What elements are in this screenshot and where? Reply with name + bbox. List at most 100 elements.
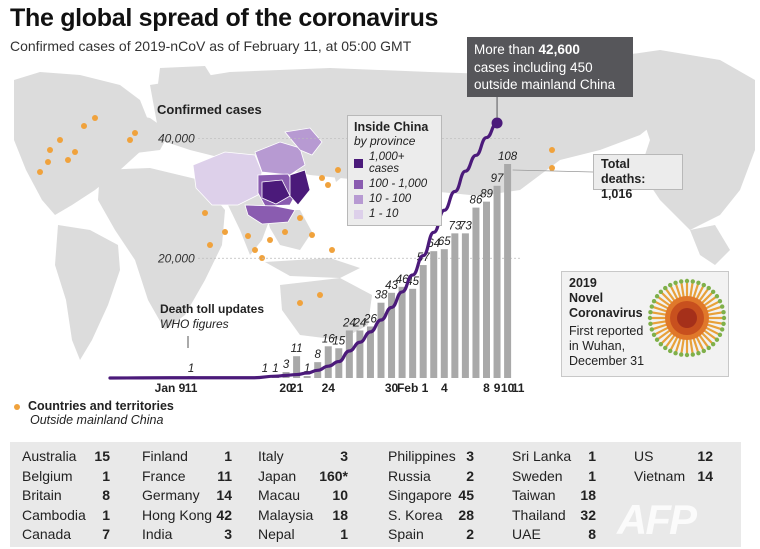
china-northeast: [284, 127, 323, 156]
country-name: Italy: [258, 448, 284, 464]
country-value: 160*: [319, 467, 348, 484]
virus-spike-tip: [651, 299, 657, 304]
death-bar: [356, 330, 364, 378]
virus-spike-tip: [658, 341, 664, 347]
country-name: Sri Lanka: [512, 448, 572, 464]
death-bar: [419, 265, 427, 378]
country-name: Taiwan: [512, 487, 556, 503]
death-bar: [483, 201, 490, 378]
dot-legend: Countries and territories Outside mainla…: [14, 399, 174, 427]
confirmed-cases-label: Confirmed cases: [157, 102, 262, 117]
virus-title-3: Coronavirus: [569, 306, 643, 320]
china-legend-label: 100 - 1,000: [369, 178, 428, 190]
china-province-map: [192, 127, 323, 225]
death-bar: [461, 233, 469, 378]
country-value: 3: [224, 526, 232, 542]
death-bar-label: 1: [188, 363, 194, 375]
australia: [280, 278, 372, 340]
death-bar: [324, 346, 332, 378]
virus-spike-tip: [719, 304, 725, 309]
death-bar-label: 86: [470, 195, 483, 207]
virus-spike-tip: [690, 352, 695, 357]
indonesia: [265, 258, 360, 278]
country-dot: [267, 237, 273, 243]
virus-spike-tip: [710, 289, 716, 295]
cases-line: [108, 121, 499, 380]
case-tick-label: 40,000: [158, 132, 195, 146]
x-tick-label: 8: [483, 381, 490, 395]
virus-spike-tip: [721, 315, 727, 321]
cases-curve: [108, 97, 594, 380]
virus-spike-tip: [679, 279, 684, 284]
country-value: 1: [588, 467, 596, 484]
death-bar-label: 43: [385, 280, 398, 292]
country-name: Germany: [142, 487, 200, 503]
virus-spike-tip: [648, 321, 653, 326]
country-dot: [47, 147, 53, 153]
country-name: Britain: [22, 487, 62, 503]
china-legend-swatch: [354, 158, 363, 168]
deaths-bars: 1 1 1 3111816152424263843464557646573738689…: [187, 151, 518, 378]
virus-icon: [647, 278, 727, 358]
death-bar-label: 24: [353, 317, 367, 329]
country-dot: [207, 242, 213, 248]
china-legend: Inside China by province 1,000+ cases 100…: [347, 115, 442, 226]
x-tick-label: 24: [322, 381, 336, 395]
total-cases-callout: More than 42,600 cases including 450 out…: [467, 37, 633, 97]
country-dot: [72, 149, 78, 155]
china-legend-item: 1,000+ cases: [354, 151, 435, 175]
country-name: Belgium: [22, 467, 73, 484]
virus-spike-tip: [663, 345, 668, 351]
country-dot: [297, 300, 303, 306]
death-bar-label: 73: [459, 220, 472, 232]
death-bar: [366, 326, 374, 378]
country-name: Vietnam: [634, 467, 686, 484]
china-legend-label: 10 - 100: [369, 193, 412, 205]
country-dot: [329, 247, 335, 253]
death-bar: [504, 164, 512, 378]
china-south: [244, 204, 296, 225]
country-name: Spain: [388, 526, 424, 542]
country-value: 12: [697, 448, 713, 464]
country-value: 1: [102, 506, 110, 523]
country-dot: [127, 137, 133, 143]
china-legend-subtitle: by province: [354, 134, 416, 148]
total-deaths-box: Total deaths: 1,016: [593, 154, 683, 201]
country-dot: [81, 123, 87, 129]
country-name: Canada: [22, 526, 72, 542]
virus-title-1: 2019: [569, 276, 597, 290]
virus-spike-tip: [668, 348, 673, 354]
death-bar-label: 8: [314, 349, 321, 361]
x-tick-label: 30: [385, 381, 399, 395]
death-toll-title: Death toll updates: [160, 302, 265, 316]
virus-spike-tip: [673, 350, 678, 356]
china-legend-item: 1 - 10: [354, 208, 435, 220]
country-value: 7: [102, 526, 110, 542]
country-dot: [549, 165, 555, 171]
country-value: 32: [580, 506, 596, 523]
china-legend-swatch: [354, 179, 363, 189]
death-bar-label: 15: [332, 335, 345, 347]
china-legend-label: 1,000+ cases: [369, 151, 405, 175]
country-name: Singapore: [388, 487, 452, 503]
callout-value: 42,600: [538, 42, 580, 57]
country-dot: [222, 229, 228, 235]
china-legend-swatch: [354, 209, 363, 219]
country-name: Hong Kong: [142, 506, 213, 523]
country-name: Japan: [258, 467, 297, 484]
virus-spike-tip: [721, 321, 726, 326]
country-dot: [297, 215, 303, 221]
china-hubei: [261, 179, 291, 205]
virus-spike-tip: [673, 280, 678, 286]
china-north: [254, 141, 306, 176]
virus-desc-2: in Wuhan,: [569, 339, 626, 353]
virus-spike-tip: [701, 348, 706, 354]
callout-line3: outside mainland China: [474, 77, 616, 92]
virus-spike-tip: [658, 289, 664, 295]
death-bar-label: 73: [448, 220, 461, 232]
country-name: S. Korea: [388, 506, 443, 523]
page-subtitle: Confirmed cases of 2019-nCoV as of Febru…: [10, 38, 412, 54]
death-bar: [451, 233, 459, 378]
country-dot: [549, 147, 555, 153]
